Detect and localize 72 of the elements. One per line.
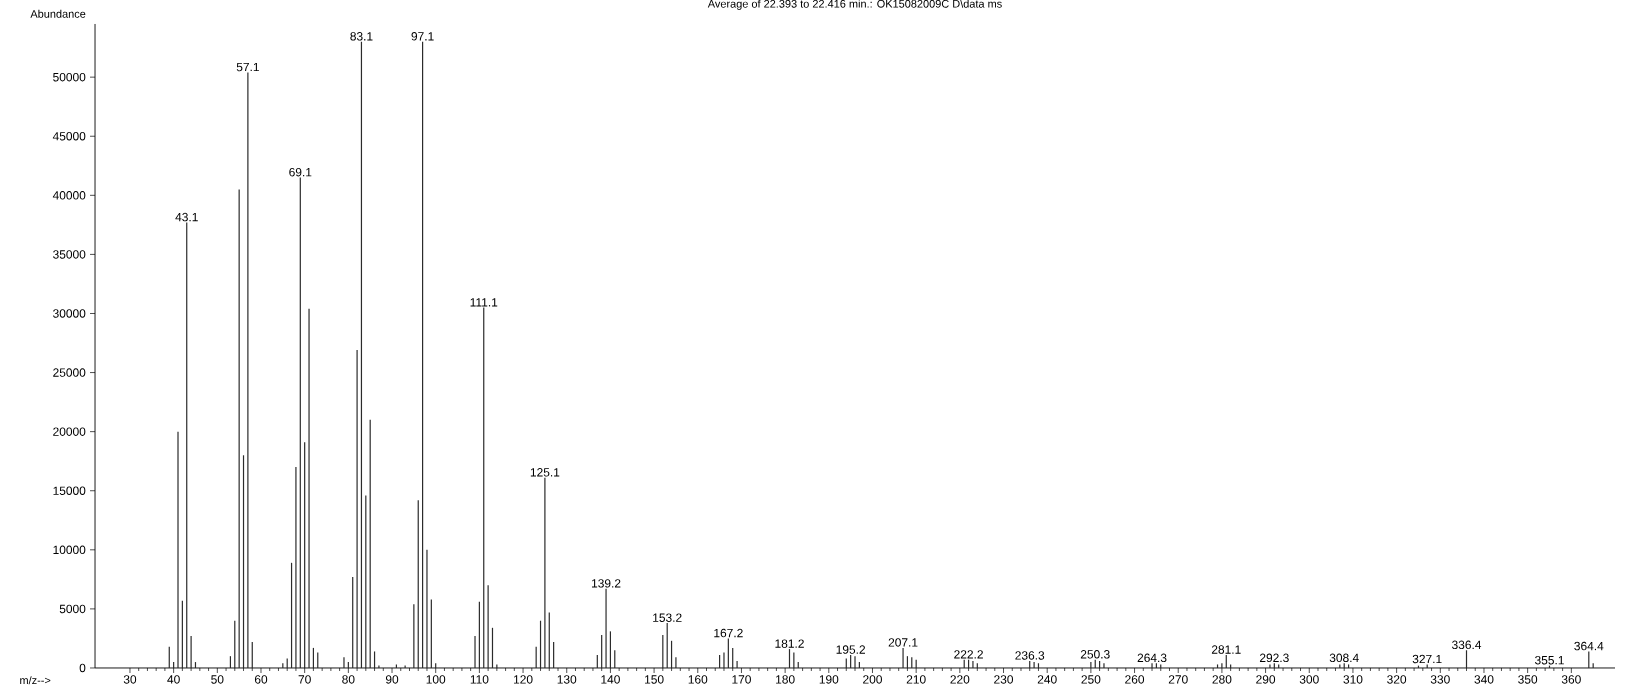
annotation: 167.2 <box>714 628 743 638</box>
y-tick-label: 40000 <box>52 191 86 200</box>
x-tick-label: 180 <box>776 675 795 684</box>
x-tick-label: 220 <box>950 675 970 684</box>
x-tick-label: 330 <box>1430 675 1450 684</box>
x-tick-label: 110 <box>470 675 489 684</box>
y-tick-label: 15000 <box>53 486 86 495</box>
y-tick-label: 20000 <box>53 427 86 436</box>
x-tick-label: 150 <box>645 675 664 684</box>
y-tick-label: 25000 <box>53 368 86 377</box>
x-tick-label: 270 <box>1168 675 1188 684</box>
x-tick-label: 50 <box>211 675 224 684</box>
annotation: 97.1 <box>411 32 434 41</box>
y-tick-label: 30000 <box>53 309 86 318</box>
y-tick-label: 45000 <box>52 132 86 141</box>
annotation: 281.1 <box>1211 645 1241 654</box>
x-tick-label: 30 <box>123 675 137 684</box>
x-tick-label: 350 <box>1518 675 1538 684</box>
x-tick-label: 70 <box>298 675 311 684</box>
x-tick-label: 300 <box>1299 675 1319 684</box>
x-tick-label: 360 <box>1561 675 1581 684</box>
annotation: 327.1 <box>1412 654 1442 664</box>
chart-title: Average of 22.393 to 22.416 min.: OK15082009C D\data ms <box>707 0 1002 10</box>
annotation: 139.2 <box>592 579 621 588</box>
x-tick-label: 290 <box>1256 675 1276 684</box>
x-tick-label: 200 <box>863 675 882 684</box>
y-tick-label: 10000 <box>53 545 86 555</box>
annotation: 336.4 <box>1452 640 1482 650</box>
x-tick-label: 100 <box>426 675 446 684</box>
annotation: 195.2 <box>836 645 865 654</box>
annotation: 111.1 <box>470 298 498 307</box>
x-tick-label: 340 <box>1474 675 1494 684</box>
x-tick-label: 130 <box>557 675 577 684</box>
annotation: 153.2 <box>653 613 682 622</box>
annotation: 43.1 <box>175 212 198 222</box>
annotation: 125.1 <box>530 468 560 477</box>
annotation: 207.1 <box>888 638 918 647</box>
annotation: 83.1 <box>350 32 373 41</box>
annotation: 292.3 <box>1259 653 1289 663</box>
x-tick-label: 190 <box>819 675 839 684</box>
annotation: 264.3 <box>1137 653 1167 663</box>
annotation: 69.1 <box>289 167 312 177</box>
annotation: 181.2 <box>775 639 804 648</box>
annotation: 250.3 <box>1080 650 1110 659</box>
x-tick-label: 120 <box>513 675 533 684</box>
y-tick-label: 5000 <box>59 604 86 614</box>
x-tick-label: 40 <box>167 675 180 684</box>
x-tick-label: 60 <box>254 675 268 684</box>
y-tick-label: 50000 <box>53 72 86 82</box>
annotation: 236.3 <box>1015 651 1045 660</box>
annotation: 308.4 <box>1329 653 1359 663</box>
y-tick-label: 0 <box>79 663 86 673</box>
x-tick-label: 140 <box>601 675 620 684</box>
annotation: 355.1 <box>1534 655 1564 665</box>
x-tick-label: 210 <box>906 675 926 684</box>
y-tick-label: 35000 <box>53 250 86 259</box>
annotation: 222.2 <box>954 650 983 659</box>
y-axis-title: Abundance <box>30 9 86 18</box>
x-tick-label: 160 <box>688 675 708 684</box>
x-tick-label: 170 <box>732 675 751 684</box>
x-axis-title: m/z--> <box>20 676 51 685</box>
x-tick-label: 90 <box>385 675 399 684</box>
x-tick-label: 230 <box>994 675 1014 684</box>
x-tick-label: 320 <box>1387 675 1407 684</box>
x-tick-label: 240 <box>1037 675 1057 684</box>
x-tick-label: 310 <box>1343 675 1363 684</box>
x-tick-label: 280 <box>1212 675 1232 684</box>
annotation: 57.1 <box>236 62 259 72</box>
x-tick-label: 260 <box>1125 675 1145 684</box>
annotation: 364.4 <box>1574 641 1604 651</box>
x-tick-label: 80 <box>342 675 355 684</box>
x-tick-label: 250 <box>1081 675 1101 684</box>
